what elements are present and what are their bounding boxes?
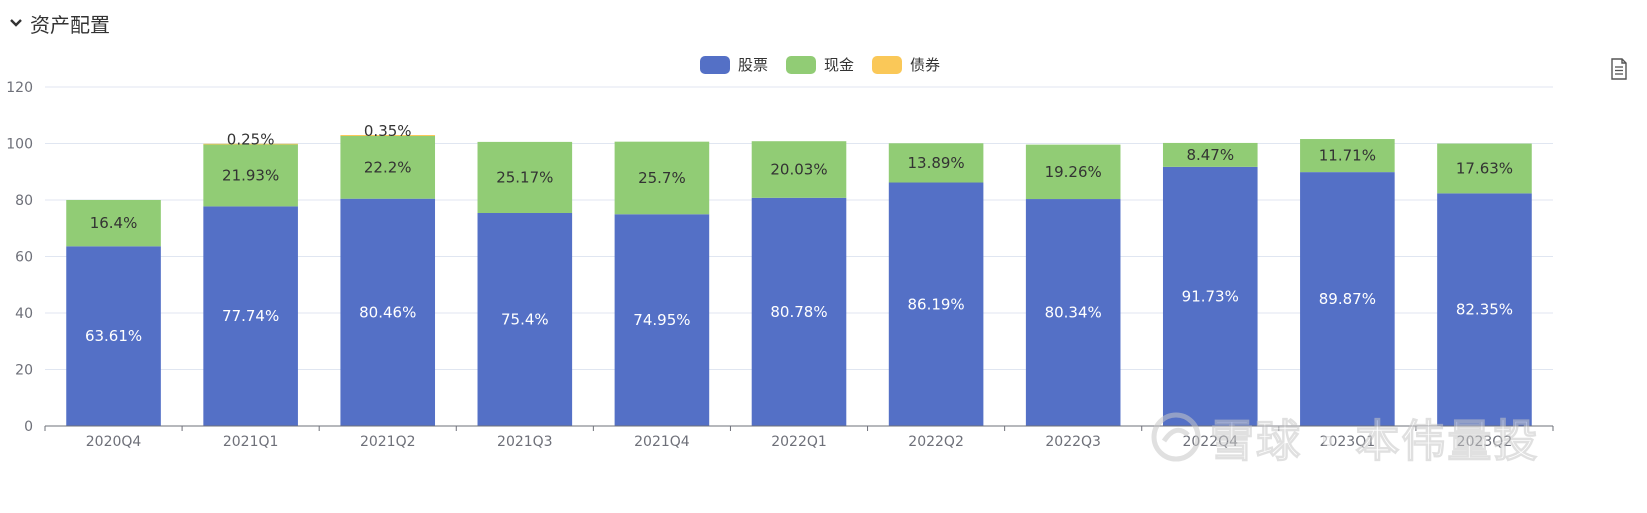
section-header[interactable]: 资产配置	[8, 8, 110, 38]
chevron-down-icon[interactable]	[8, 15, 24, 31]
data-label-cash: 19.26%	[1045, 163, 1102, 181]
x-tick-label: 2022Q1	[771, 434, 827, 450]
data-label-stock: 74.95%	[633, 311, 690, 329]
legend-item-stock[interactable]: 股票	[700, 54, 768, 75]
snowball-logo-icon	[1151, 412, 1201, 462]
x-tick-label: 2023Q2	[1457, 434, 1513, 450]
bar-segment	[614, 141, 710, 215]
bar-segment	[1025, 144, 1121, 200]
x-tick-label: 2023Q1	[1320, 434, 1376, 450]
watermark: 雪球 · 本伟量投	[1150, 405, 1539, 469]
bar-segment	[66, 246, 161, 426]
legend-item-cash[interactable]: 现金	[786, 54, 854, 75]
data-view-icon[interactable]	[1609, 58, 1629, 80]
legend-item-bond[interactable]: 债券	[872, 54, 940, 75]
bar-segment	[340, 135, 436, 199]
x-tick-label: 2021Q3	[497, 434, 553, 450]
bar-segment	[1162, 142, 1258, 167]
data-label-cash: 17.63%	[1456, 159, 1513, 177]
legend-label-bond: 债券	[910, 56, 941, 74]
bar-segment	[340, 198, 436, 426]
y-tick-label: 40	[15, 306, 33, 322]
watermark-text: 雪球 · 本伟量投	[1209, 416, 1540, 468]
bar-segment	[66, 199, 161, 247]
legend-swatch-stock	[700, 55, 730, 74]
chart-legend: 股票 现金 债券	[700, 54, 940, 75]
data-label-bond: 0.35%	[364, 122, 412, 140]
data-label-cash: 13.89%	[907, 154, 964, 172]
data-label-bond: 0.25%	[227, 131, 275, 149]
data-label-stock: 77.74%	[222, 307, 279, 325]
data-label-stock: 80.46%	[359, 303, 416, 321]
bar-segment	[888, 182, 984, 426]
x-tick-label: 2021Q2	[360, 434, 416, 450]
bar-segment	[203, 144, 298, 207]
data-label-stock: 91.73%	[1182, 287, 1239, 305]
y-tick-label: 20	[15, 363, 33, 379]
bar-segment	[1300, 139, 1395, 173]
data-label-stock: 80.34%	[1045, 304, 1102, 322]
section-title: 资产配置	[30, 12, 110, 37]
bar-segment	[203, 143, 298, 145]
x-tick-label: 2020Q4	[86, 434, 142, 450]
data-label-cash: 8.47%	[1186, 146, 1234, 164]
legend-swatch-bond	[872, 55, 903, 74]
y-tick-label: 60	[15, 250, 33, 266]
x-tick-label: 2022Q2	[908, 434, 964, 450]
bar-segment	[1025, 199, 1121, 426]
y-tick-label: 80	[15, 193, 33, 209]
data-label-cash: 25.7%	[638, 169, 686, 187]
data-label-cash: 16.4%	[90, 214, 138, 232]
bar-segment	[203, 206, 298, 426]
bar-segment	[614, 214, 710, 426]
y-tick-label: 120	[6, 80, 33, 96]
bar-segment	[888, 143, 984, 183]
x-tick-label: 2022Q3	[1045, 434, 1101, 450]
data-label-stock: 75.4%	[501, 310, 549, 328]
data-label-cash: 20.03%	[770, 161, 827, 179]
bar-segment	[477, 212, 573, 426]
y-tick-label: 0	[24, 419, 33, 435]
bar-segment	[340, 134, 436, 136]
data-label-stock: 89.87%	[1319, 290, 1376, 308]
bar-segment	[477, 141, 573, 213]
data-label-stock: 82.35%	[1456, 301, 1513, 319]
bar-segment	[1437, 193, 1532, 426]
bar-segment	[1300, 172, 1395, 426]
data-label-stock: 63.61%	[85, 327, 142, 345]
legend-swatch-cash	[786, 55, 817, 74]
bar-segment	[1437, 143, 1532, 194]
legend-label-stock: 股票	[738, 56, 769, 74]
data-label-cash: 11.71%	[1319, 147, 1376, 165]
bar-segment	[751, 197, 847, 426]
data-label-stock: 80.78%	[770, 303, 827, 321]
y-tick-label: 100	[6, 137, 33, 153]
data-label-cash: 21.93%	[222, 166, 279, 184]
data-label-cash: 25.17%	[496, 168, 553, 186]
legend-label-cash: 现金	[824, 56, 855, 74]
bar-segment	[751, 141, 847, 198]
x-tick-label: 2021Q4	[634, 434, 690, 450]
x-tick-label: 2021Q1	[223, 434, 279, 450]
data-label-stock: 86.19%	[907, 295, 964, 313]
bar-segment	[1162, 166, 1258, 427]
data-label-cash: 22.2%	[364, 158, 412, 176]
